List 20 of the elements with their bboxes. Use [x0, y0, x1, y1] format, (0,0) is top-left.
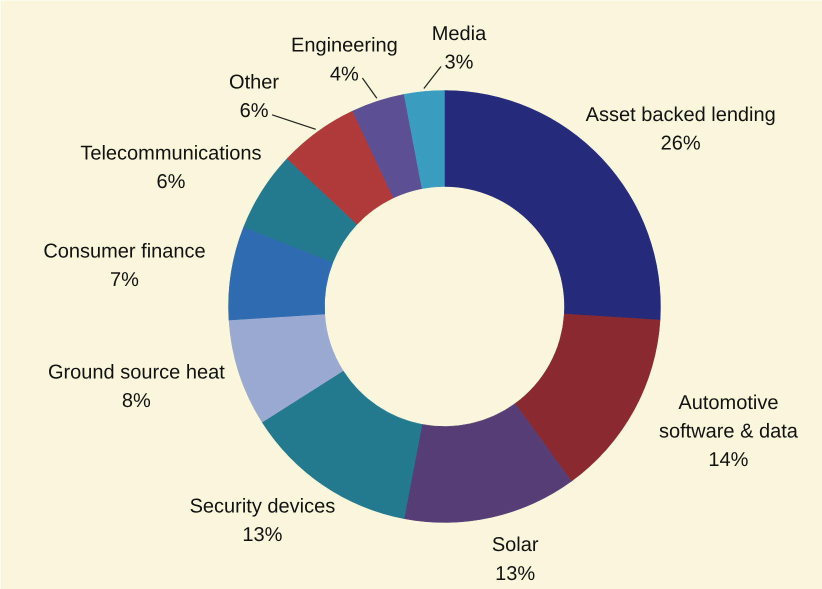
slice-label: Automotive software & data	[658, 392, 799, 442]
data-label: 6%	[156, 170, 186, 193]
data-label: 13%	[495, 562, 536, 585]
data-label: 8%	[122, 390, 152, 412]
slice-label: Ground source heat	[48, 361, 226, 384]
data-label: 14%	[708, 448, 749, 471]
data-label: 4%	[330, 63, 360, 86]
slice-label: Consumer finance	[43, 240, 206, 263]
slice-label: Asset backed lending	[586, 104, 776, 126]
data-label: 3%	[444, 52, 474, 74]
slice-label: Telecommunications	[80, 142, 262, 164]
slice-label: Media	[432, 23, 488, 46]
slice-label: Engineering	[291, 34, 398, 57]
data-label: 6%	[240, 100, 269, 122]
slice-label: Security devices	[190, 496, 336, 518]
slice-label: Solar	[492, 534, 539, 556]
slice-label: Other	[229, 72, 280, 94]
data-label: 26%	[660, 132, 701, 154]
data-label: 7%	[110, 269, 140, 292]
data-label: 13%	[242, 524, 283, 546]
